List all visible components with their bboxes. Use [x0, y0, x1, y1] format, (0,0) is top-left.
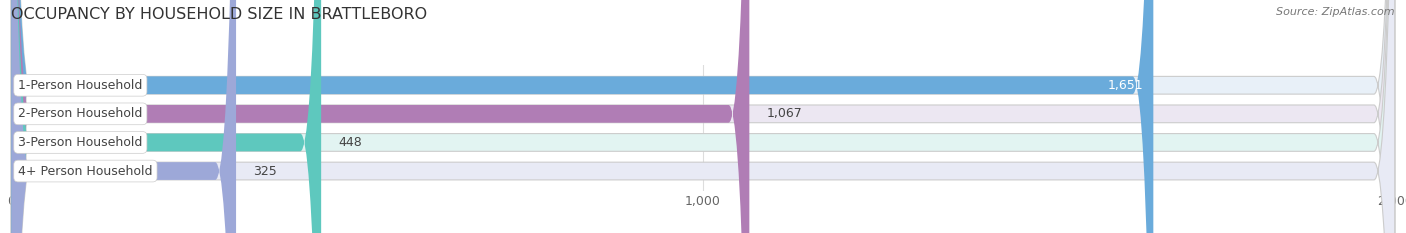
- Text: 1-Person Household: 1-Person Household: [18, 79, 142, 92]
- FancyBboxPatch shape: [11, 0, 749, 233]
- Text: 2-Person Household: 2-Person Household: [18, 107, 142, 120]
- FancyBboxPatch shape: [11, 0, 321, 233]
- Text: 325: 325: [253, 164, 277, 178]
- FancyBboxPatch shape: [11, 0, 236, 233]
- Text: OCCUPANCY BY HOUSEHOLD SIZE IN BRATTLEBORO: OCCUPANCY BY HOUSEHOLD SIZE IN BRATTLEBO…: [11, 7, 427, 22]
- FancyBboxPatch shape: [11, 0, 1395, 233]
- Text: 3-Person Household: 3-Person Household: [18, 136, 142, 149]
- Text: 448: 448: [339, 136, 363, 149]
- FancyBboxPatch shape: [11, 0, 1395, 233]
- FancyBboxPatch shape: [11, 0, 1395, 233]
- Text: 4+ Person Household: 4+ Person Household: [18, 164, 153, 178]
- Text: 1,067: 1,067: [766, 107, 803, 120]
- FancyBboxPatch shape: [11, 0, 1153, 233]
- Text: 1,651: 1,651: [1108, 79, 1143, 92]
- Text: Source: ZipAtlas.com: Source: ZipAtlas.com: [1277, 7, 1395, 17]
- FancyBboxPatch shape: [11, 0, 1395, 233]
